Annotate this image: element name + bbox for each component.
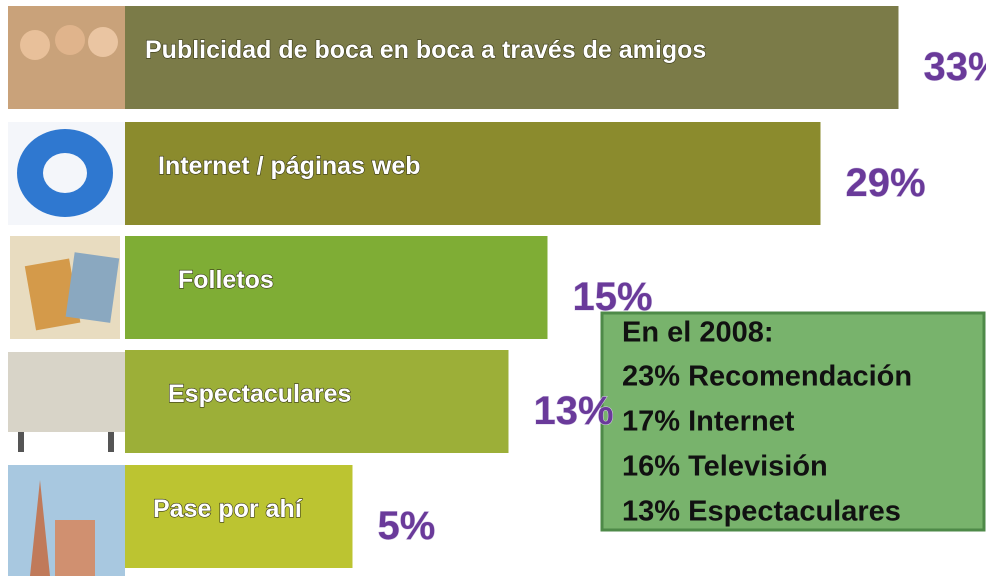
bar: [125, 236, 548, 339]
bar: [125, 122, 821, 225]
billboard: [8, 352, 125, 432]
icons: [8, 6, 125, 576]
note-line: 16% Televisión: [622, 451, 828, 483]
face: [88, 27, 118, 57]
face: [20, 30, 50, 60]
bar-label: Publicidad de boca en boca a través de a…: [145, 36, 706, 64]
note-line: 17% Internet: [622, 406, 795, 438]
church-body: [55, 520, 95, 576]
bar-label: Internet / páginas web: [158, 152, 421, 180]
value-label: 5%: [378, 504, 436, 548]
value-label: 33%: [924, 45, 986, 89]
bar-label: Folletos: [178, 266, 274, 294]
bar-label: Espectaculares: [168, 380, 351, 408]
note-line: 13% Espectaculares: [622, 496, 901, 528]
value-label: 15%: [573, 275, 653, 319]
photo-friends: [8, 6, 125, 109]
billboard-post: [18, 432, 24, 452]
brochure: [65, 252, 120, 323]
bar: [125, 6, 899, 109]
face: [55, 25, 85, 55]
bar: [125, 350, 509, 453]
value-label: 13%: [534, 389, 614, 433]
note-title: En el 2008:: [622, 317, 774, 349]
church-tower: [30, 480, 50, 576]
value-label: 29%: [846, 161, 926, 205]
note-box: [600, 311, 986, 532]
bar: [125, 465, 353, 568]
ie-icon-hole: [43, 153, 87, 193]
bar-label: Pase por ahí: [153, 495, 303, 523]
note-line: 23% Recomendación: [622, 361, 912, 393]
note-background: [600, 311, 986, 532]
billboard-post: [108, 432, 114, 452]
